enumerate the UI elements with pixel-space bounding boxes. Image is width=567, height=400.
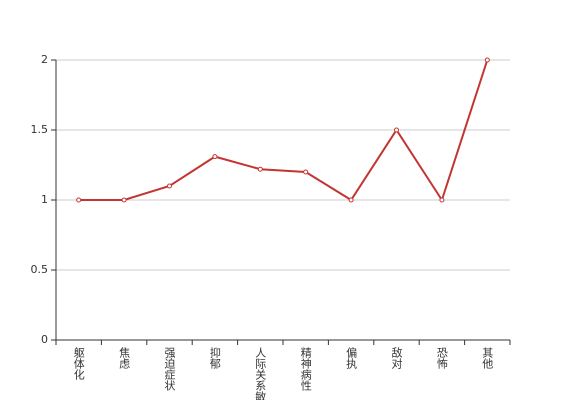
point — [394, 127, 399, 133]
x-tick-label: 躯体化 — [72, 347, 85, 381]
line — [78, 59, 489, 203]
point — [257, 166, 263, 172]
x-tick-label: 敌对 — [390, 346, 403, 369]
point — [121, 197, 127, 203]
x-tick-label: 恐怖 — [435, 347, 448, 369]
x-tick-label: 偏执 — [345, 346, 358, 370]
point — [348, 197, 354, 203]
point — [439, 197, 445, 203]
x-tick-label: 抑郁 — [208, 346, 221, 369]
point — [303, 169, 309, 175]
y-tick-label: 2 — [41, 53, 48, 66]
x-tick-label: 精神病性 — [299, 347, 312, 392]
x-tick-label: 其他 — [481, 347, 494, 369]
y-tick-label: 1 — [41, 193, 48, 206]
point — [167, 183, 172, 189]
x-tick-label: 焦虑 — [118, 347, 131, 369]
point — [212, 154, 218, 160]
x-tick-label: 强迫症状 — [163, 347, 176, 391]
y-tick-label: 0.5 — [31, 263, 49, 276]
y-tick-label: 1.5 — [31, 123, 49, 136]
point — [484, 57, 490, 63]
x-tick-label: 人际关系敏感 — [254, 347, 267, 400]
point — [76, 197, 82, 203]
y-tick-label: 0 — [41, 333, 48, 346]
